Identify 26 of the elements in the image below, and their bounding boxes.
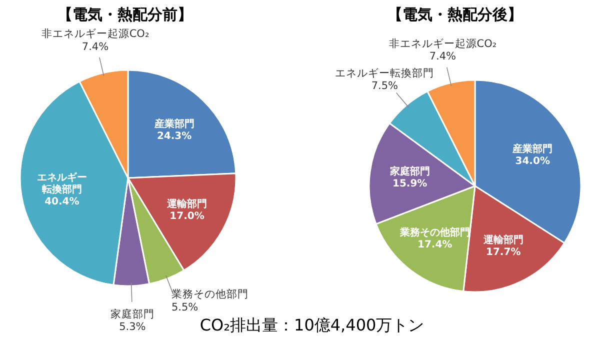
slice-label: エネルギー転換部門 [36, 172, 87, 196]
data-label: 15.9% [392, 178, 428, 190]
data-label: 34.0% [515, 156, 550, 167]
data-label: 7.4% [82, 40, 109, 53]
data-label: 40.4% [44, 196, 80, 208]
slice-label: エネルギー転換部門 [335, 66, 434, 80]
data-label: 17.7% [486, 246, 521, 258]
slice-label: 運輸部門 [482, 234, 524, 246]
data-label: 7.5% [371, 80, 398, 92]
slice-label: 運輸部門 [166, 198, 208, 210]
data-label: 24.3% [156, 131, 192, 142]
data-label: 17.0% [170, 211, 204, 222]
slice-label: 非エネルギー起源CO₂ [388, 37, 497, 50]
data-label: 5.3% [119, 320, 146, 333]
slice-label: 非エネルギー起源CO₂ [41, 27, 150, 40]
chart-title: 【電気・熱配分前】 [58, 5, 192, 24]
data-label: 5.5% [171, 301, 198, 314]
data-label: 7.4% [429, 50, 456, 63]
slice-label: 産業部門 [153, 118, 194, 130]
slice-label: 産業部門 [512, 142, 553, 155]
slice-label: 家庭部門 [110, 307, 154, 320]
text: CO₂排出量：10億4,400万トン [200, 316, 424, 335]
slice-label: 家庭部門 [388, 166, 430, 178]
slice-label: 業務その他部門 [171, 288, 248, 301]
data-label: 17.4% [417, 240, 452, 251]
chart-title: 【電気・熱配分後】 [388, 5, 522, 24]
